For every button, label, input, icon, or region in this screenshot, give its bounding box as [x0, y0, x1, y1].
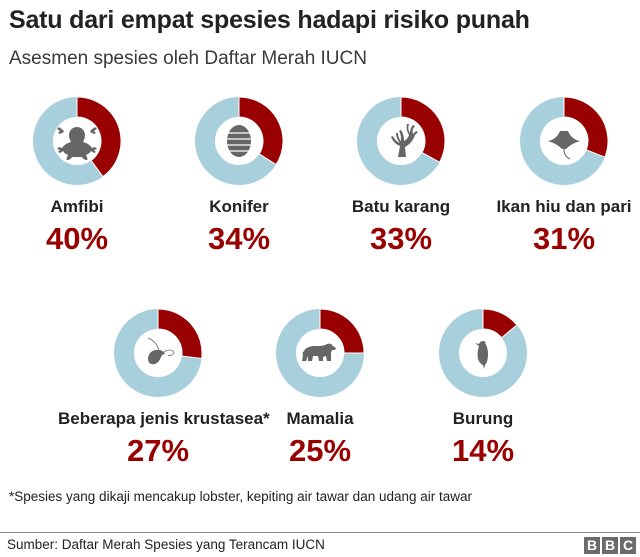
donut-chart [439, 309, 527, 397]
donut-batu-karang: Batu karang 33% [301, 97, 501, 257]
percent-value: 40% [45, 221, 109, 256]
category-label: Batu karang [351, 197, 451, 216]
donut-chart [195, 97, 283, 185]
category-label: Amfibi [50, 197, 104, 216]
logo-letter: B [584, 537, 600, 554]
donut-chart [520, 97, 608, 185]
donut-ikan-hiu: Ikan hiu dan pari 31% [464, 97, 640, 257]
category-label: Ikan hiu dan pari [496, 197, 632, 216]
percent-value: 14% [451, 433, 515, 468]
percent-value: 25% [288, 433, 352, 468]
donut-burung: Burung 14% [383, 309, 583, 469]
donut-chart [357, 97, 445, 185]
chart-title: Satu dari empat spesies hadapi risiko pu… [9, 6, 530, 34]
footnote: *Spesies yang dikaji mencakup lobster, k… [9, 489, 473, 504]
chart-subtitle: Asesmen spesies oleh Daftar Merah IUCN [9, 48, 367, 69]
percent-value: 34% [207, 221, 271, 256]
threatened-segment [157, 309, 202, 360]
shrimp-icon [147, 337, 175, 365]
donut-amfibi: Amfibi 40% [0, 97, 177, 257]
bear-icon [302, 343, 336, 361]
donut-konifer: Konifer 34% [139, 97, 339, 257]
donut-krustasea: Beberapa jenis krustasea* 27% [58, 309, 270, 469]
threatened-segment [238, 97, 283, 166]
category-label: Beberapa jenis krustasea* [58, 409, 270, 428]
donut-chart [114, 309, 202, 397]
footer-divider [0, 532, 640, 533]
logo-letter: B [602, 537, 618, 554]
logo-letter: C [620, 537, 636, 554]
threatened-segment [563, 97, 608, 158]
threatened-segment [482, 309, 518, 339]
threatened-segment [76, 97, 121, 178]
threatened-segment [400, 97, 445, 163]
percent-value: 33% [369, 221, 433, 256]
category-label: Burung [452, 409, 514, 428]
threatened-segment [319, 309, 364, 354]
category-label: Konifer [209, 197, 269, 216]
source-text: Sumber: Daftar Merah Spesies yang Teranc… [7, 537, 325, 552]
frog-icon [57, 127, 97, 160]
category-label: Mamalia [286, 409, 354, 428]
percent-value: 27% [126, 433, 190, 468]
manta-ray-icon [548, 131, 580, 160]
percent-value: 31% [532, 221, 596, 256]
donut-chart [276, 309, 364, 397]
coral-icon [391, 124, 418, 157]
bird-icon [475, 341, 488, 369]
bbc-logo: B B C [584, 537, 636, 554]
pine-cone-icon [227, 125, 251, 157]
donut-chart [33, 97, 121, 185]
donut-mamalia: Mamalia 25% [220, 309, 420, 469]
